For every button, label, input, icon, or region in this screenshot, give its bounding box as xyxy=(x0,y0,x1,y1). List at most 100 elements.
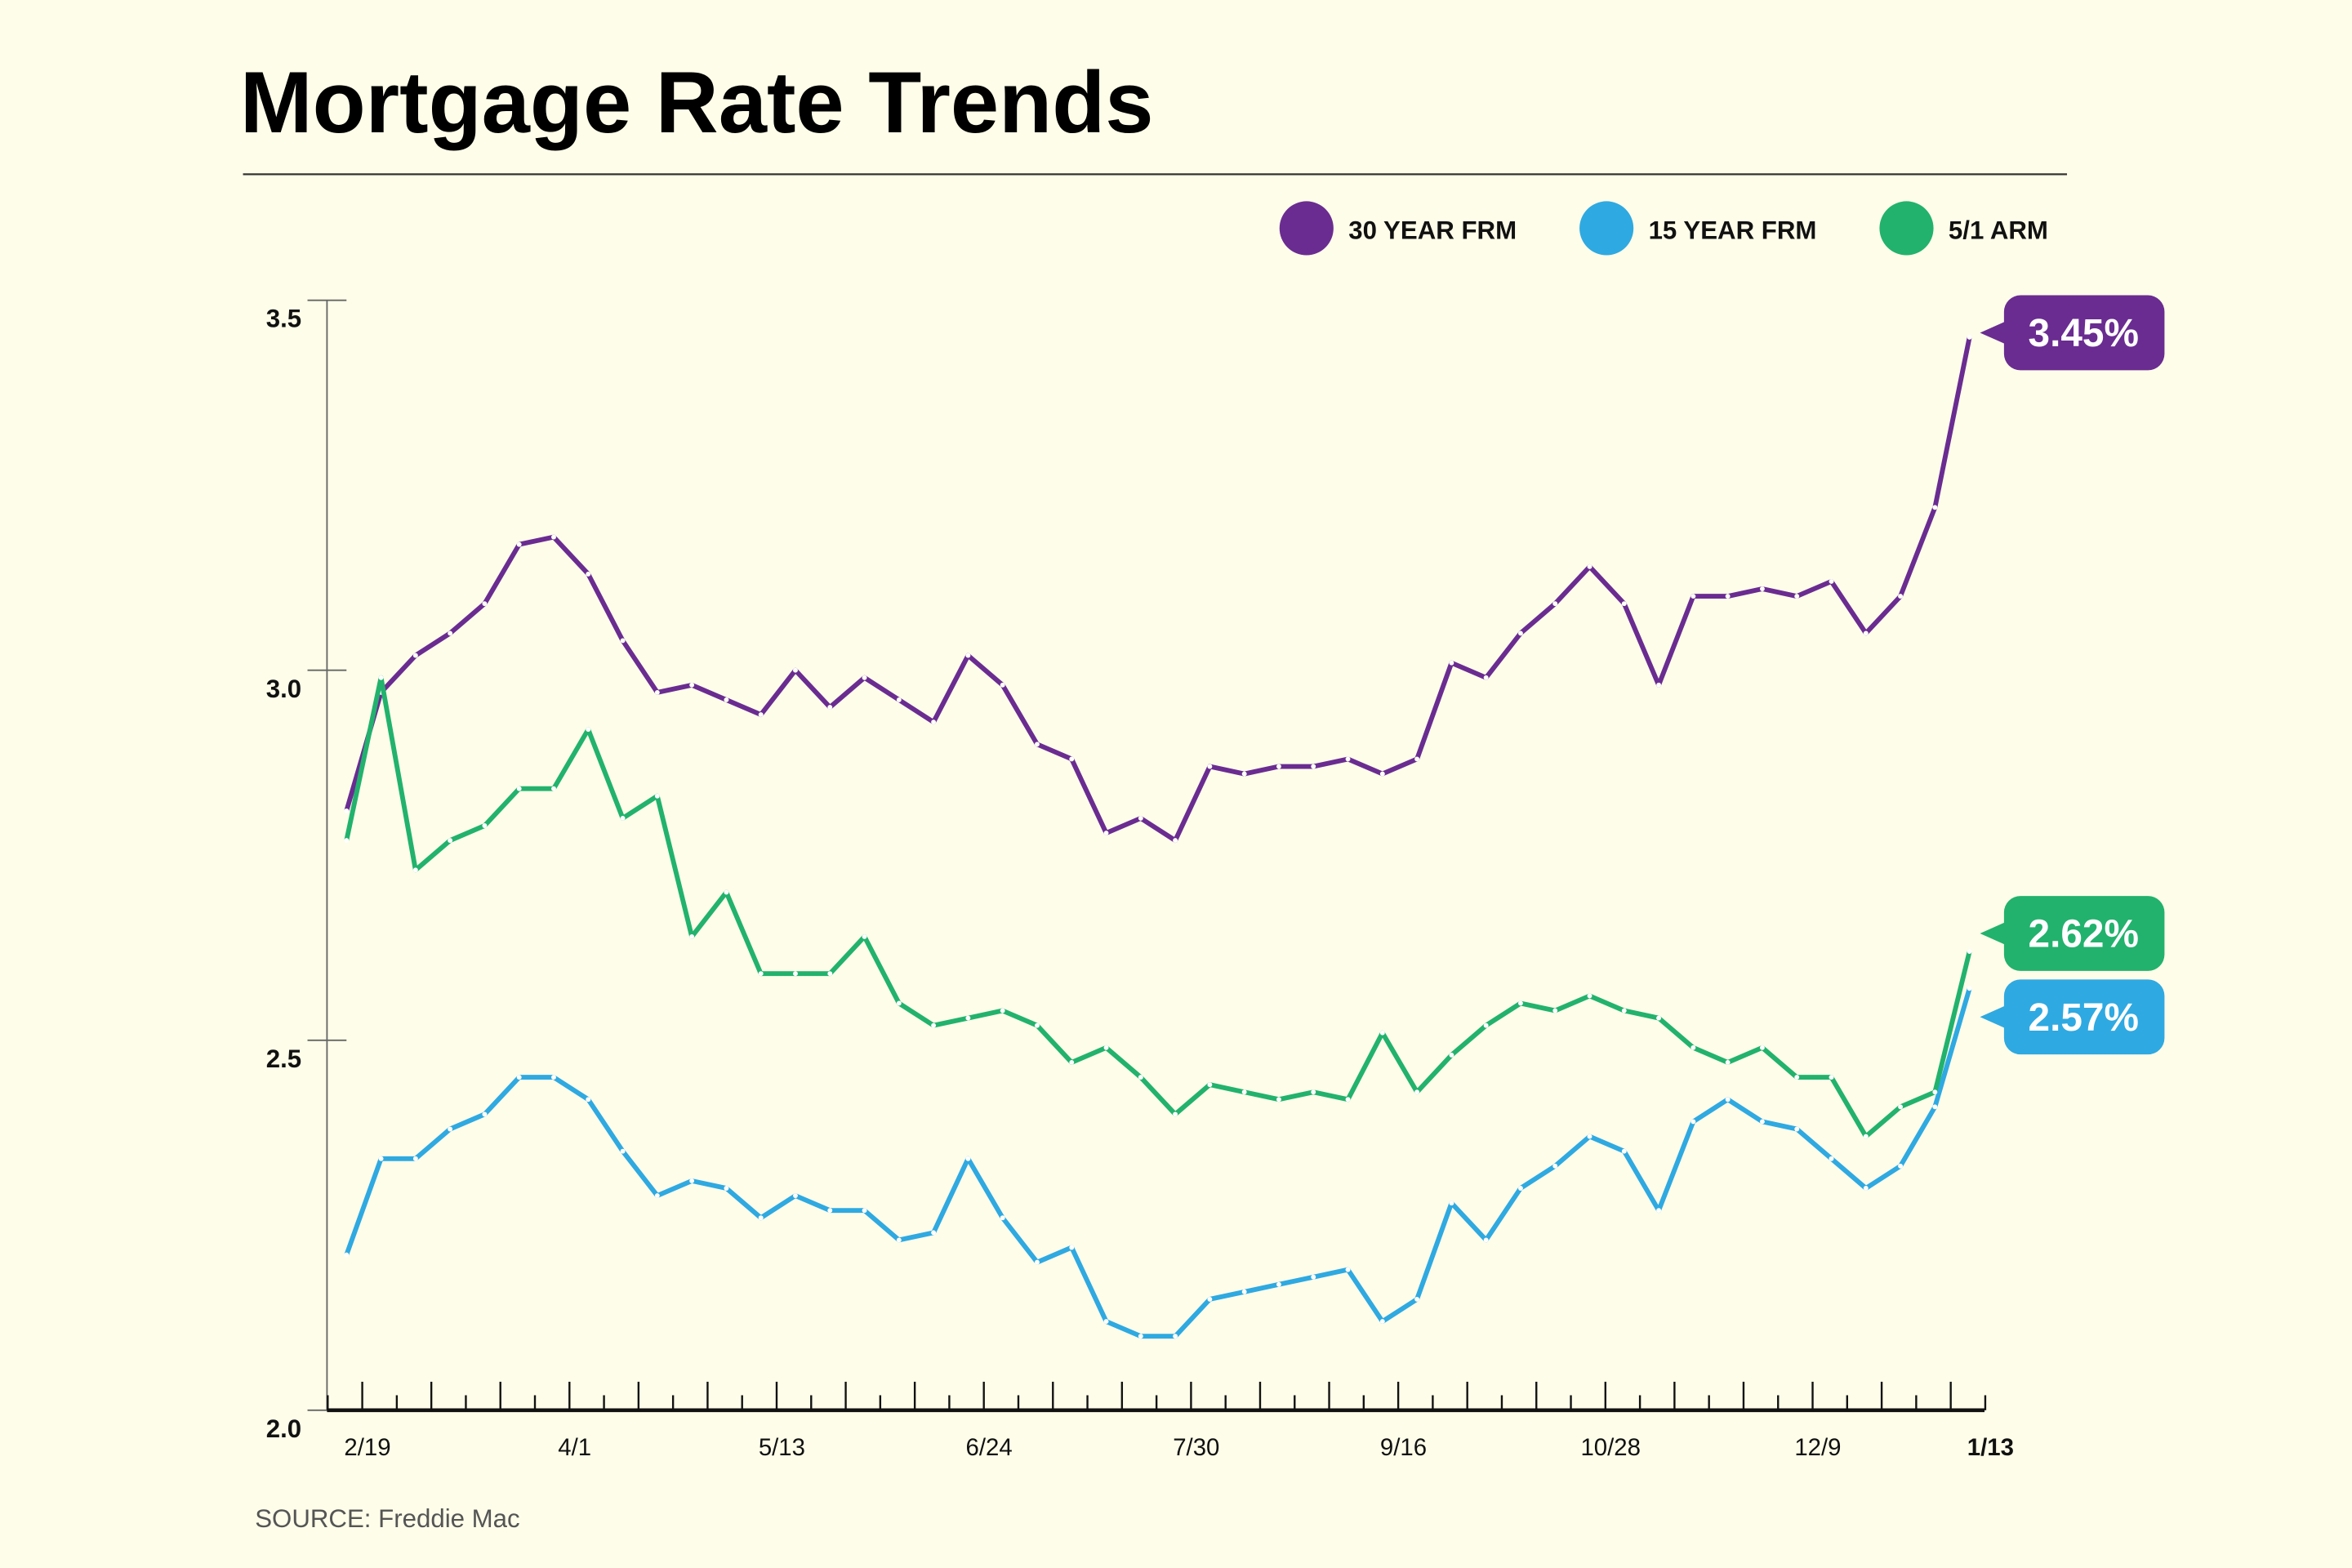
data-point xyxy=(1379,1030,1385,1036)
data-point xyxy=(931,719,937,725)
y-tick-label: 3.5 xyxy=(266,305,301,333)
data-point xyxy=(516,541,522,547)
data-point xyxy=(1587,993,1592,999)
data-point xyxy=(1449,1200,1454,1206)
data-point xyxy=(1069,756,1075,762)
data-point xyxy=(586,1097,591,1102)
y-tick-label: 2.5 xyxy=(266,1045,301,1073)
data-point xyxy=(1483,1022,1489,1028)
legend-label: 5/1 ARM xyxy=(1949,216,2048,244)
data-point xyxy=(862,1208,867,1214)
data-point xyxy=(1863,1134,1869,1139)
data-point xyxy=(482,823,488,828)
data-point xyxy=(1898,594,1904,599)
x-tick-label: 12/9 xyxy=(1794,1434,1841,1461)
data-point xyxy=(1379,771,1385,777)
data-point xyxy=(1725,594,1731,599)
data-point xyxy=(1794,594,1800,599)
data-point xyxy=(1173,838,1178,844)
data-point xyxy=(1138,1334,1143,1339)
x-tick-label: 2/19 xyxy=(344,1434,390,1461)
x-tick-label: 6/24 xyxy=(966,1434,1013,1461)
data-point xyxy=(1345,1267,1351,1272)
source-note: SOURCE: Freddie Mac xyxy=(255,1504,519,1533)
data-point xyxy=(1449,1052,1454,1058)
data-point xyxy=(412,867,418,873)
callout-box xyxy=(2003,896,2165,971)
data-point xyxy=(1000,682,1005,688)
data-point xyxy=(896,1237,902,1243)
data-point xyxy=(516,786,522,791)
value-callout: 3.45% xyxy=(1980,295,2165,371)
data-point xyxy=(1863,1186,1869,1191)
data-point xyxy=(1794,1075,1800,1080)
y-tick-label: 2.0 xyxy=(266,1414,301,1443)
data-point xyxy=(1311,1089,1316,1095)
data-point xyxy=(654,1193,660,1199)
data-point xyxy=(654,793,660,799)
data-point xyxy=(1311,764,1316,769)
data-point xyxy=(1552,1008,1558,1013)
data-point xyxy=(1207,1082,1213,1088)
data-point xyxy=(551,1075,556,1080)
data-point xyxy=(586,571,591,577)
data-point xyxy=(1690,1119,1696,1125)
callout-pointer xyxy=(1980,320,2007,345)
data-point xyxy=(1035,742,1040,747)
x-tick-label: 1/13 xyxy=(1967,1434,2014,1461)
data-point xyxy=(1656,1015,1662,1021)
data-point xyxy=(1552,1163,1558,1169)
callout-box xyxy=(2003,295,2165,371)
data-point xyxy=(412,1156,418,1161)
callout-box xyxy=(2003,979,2165,1055)
data-point xyxy=(586,727,591,733)
data-point xyxy=(724,697,729,702)
data-point xyxy=(1483,1237,1489,1243)
x-tick-label: 7/30 xyxy=(1173,1434,1219,1461)
data-point xyxy=(1587,564,1592,569)
data-point xyxy=(689,1178,695,1183)
x-tick-label: 10/28 xyxy=(1580,1434,1641,1461)
data-point xyxy=(1000,1008,1005,1013)
legend-label: 15 YEAR FRM xyxy=(1649,216,1817,244)
data-point xyxy=(448,838,453,844)
data-point xyxy=(412,653,418,658)
data-point xyxy=(1035,1259,1040,1265)
data-point xyxy=(827,1208,833,1214)
data-point xyxy=(448,1126,453,1132)
data-point xyxy=(344,1252,350,1258)
data-point xyxy=(1967,986,1972,991)
data-point xyxy=(551,786,556,791)
data-label: 2.62% xyxy=(2029,913,2139,956)
data-point xyxy=(378,675,384,680)
data-point xyxy=(1656,1208,1662,1214)
data-point xyxy=(1241,1289,1247,1294)
data-point xyxy=(1932,505,1938,510)
data-point xyxy=(482,601,488,607)
data-point xyxy=(344,808,350,813)
data-point xyxy=(1518,1000,1523,1006)
data-point xyxy=(378,1156,384,1161)
data-point xyxy=(1414,1089,1420,1095)
data-point xyxy=(1794,1126,1800,1132)
data-point xyxy=(1621,1008,1627,1013)
data-point xyxy=(1898,1104,1904,1110)
data-point xyxy=(758,712,764,718)
data-label: 3.45% xyxy=(2029,312,2139,355)
data-point xyxy=(758,1215,764,1221)
data-point xyxy=(827,971,833,977)
data-point xyxy=(689,682,695,688)
data-point xyxy=(1103,1045,1109,1050)
legend-swatch xyxy=(1279,201,1334,256)
data-point xyxy=(1621,1148,1627,1154)
data-point xyxy=(827,705,833,710)
legend-swatch xyxy=(1579,201,1634,256)
data-point xyxy=(551,534,556,540)
data-point xyxy=(1759,1045,1765,1050)
data-point xyxy=(965,1015,971,1021)
value-callout: 2.57% xyxy=(1980,979,2165,1055)
data-point xyxy=(1932,1104,1938,1110)
series-line xyxy=(344,675,1972,1139)
series-line xyxy=(344,987,1972,1339)
